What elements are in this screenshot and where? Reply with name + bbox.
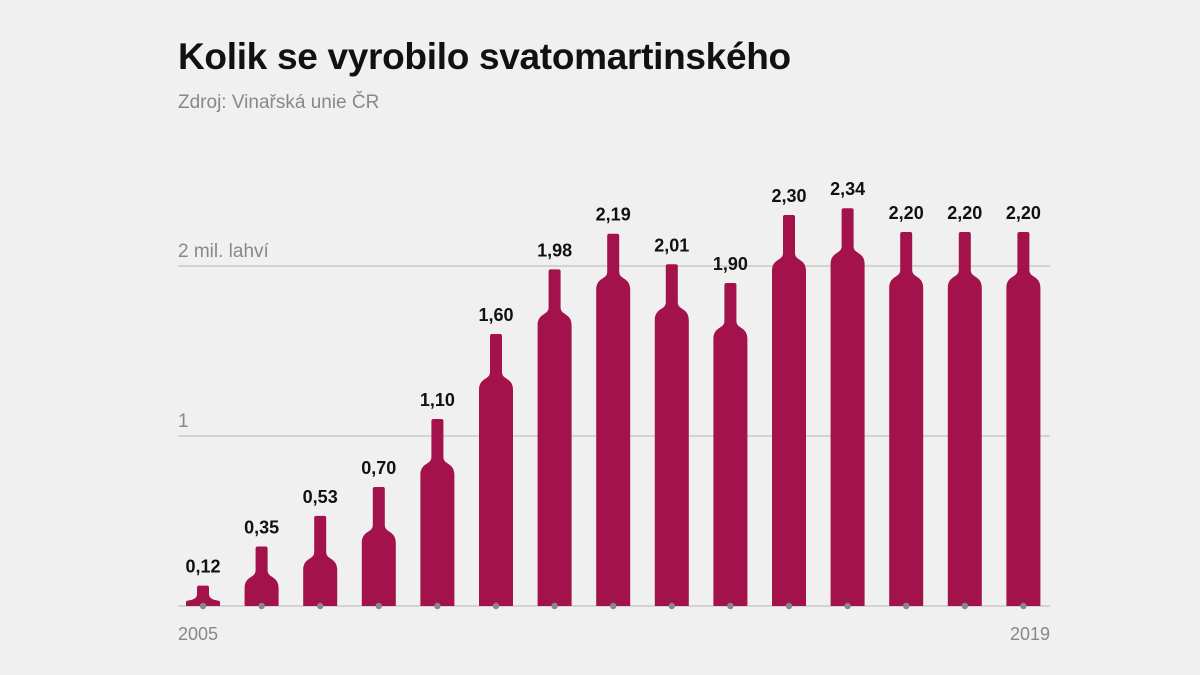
value-label-2019: 2,20 (1006, 203, 1041, 223)
bottle-bar-2008 (361, 487, 396, 606)
bottle-bar-2014 (713, 283, 748, 606)
bar-base-dot-2012 (610, 602, 617, 610)
bar-base-dot-2019 (1020, 602, 1027, 610)
value-label-2012: 2,19 (596, 205, 631, 225)
bottle-bar-2006 (244, 546, 279, 606)
value-label-2006: 0,35 (244, 518, 279, 538)
bar-base-dot-2018 (961, 602, 968, 610)
bottle-bar-2007 (303, 515, 338, 606)
value-label-2013: 2,01 (654, 235, 689, 255)
value-label-2014: 1,90 (713, 254, 748, 274)
bar-base-dot-2017 (903, 602, 910, 610)
value-label-2005: 0,12 (185, 557, 220, 577)
bar-base-dot-2005 (199, 602, 207, 610)
bottle-bar-2009 (420, 419, 455, 606)
bottle-bar-2016 (830, 208, 865, 606)
value-label-2018: 2,20 (947, 203, 982, 223)
bar-base-dot-2006 (258, 602, 265, 610)
bottle-bar-2015 (772, 215, 806, 606)
value-label-2015: 2,30 (771, 186, 806, 206)
bar-base-dot-2010 (492, 602, 500, 610)
value-label-2010: 1,60 (478, 305, 513, 325)
value-labels: 0,12 0,35 0,53 0,70 1,10 1,60 1,98 2,19 2,01 1,90… (185, 179, 1040, 576)
bar-base-dot-2008 (375, 602, 382, 610)
y-axis-label-2: 2 mil. lahví (178, 241, 270, 262)
bottle-bar-2005 (186, 585, 220, 606)
value-label-2007: 0,53 (303, 487, 338, 507)
chart-source: Zdroj: Vinařská unie ČR (178, 92, 380, 113)
bar-base-dot-2011 (551, 602, 558, 610)
bottle-bar-2010 (479, 334, 513, 606)
y-axis-label-1: 1 (178, 411, 189, 432)
bottle-bar-2018 (947, 232, 982, 606)
bottle-bar-2019 (1006, 232, 1041, 606)
bar-base-dot-2015 (785, 602, 793, 610)
bar-base-dot-2014 (727, 602, 734, 610)
x-axis-ticks: 2005 2019 (178, 624, 1050, 644)
bottle-bar-2012 (596, 233, 631, 606)
value-label-2011: 1,98 (537, 240, 572, 260)
value-label-2017: 2,20 (889, 203, 924, 223)
bar-base-dot-2007 (317, 602, 324, 610)
bottle-bar-2011 (537, 269, 572, 606)
bar-base-dot-2009 (434, 602, 441, 610)
value-label-2008: 0,70 (361, 458, 396, 478)
bottle-bar-2017 (889, 232, 924, 606)
bar-base-dot-2013 (668, 602, 675, 610)
bottle-bar-2013 (654, 264, 689, 606)
value-label-2009: 1,10 (420, 390, 455, 410)
chart-title: Kolik se vyrobilo svatomartinského (178, 36, 791, 77)
bar-base-dot-2016 (844, 602, 851, 610)
bottle-bars (186, 208, 1041, 610)
value-label-2016: 2,34 (830, 179, 865, 199)
x-tick-first: 2005 (178, 624, 218, 644)
x-tick-last: 2019 (1010, 624, 1050, 644)
